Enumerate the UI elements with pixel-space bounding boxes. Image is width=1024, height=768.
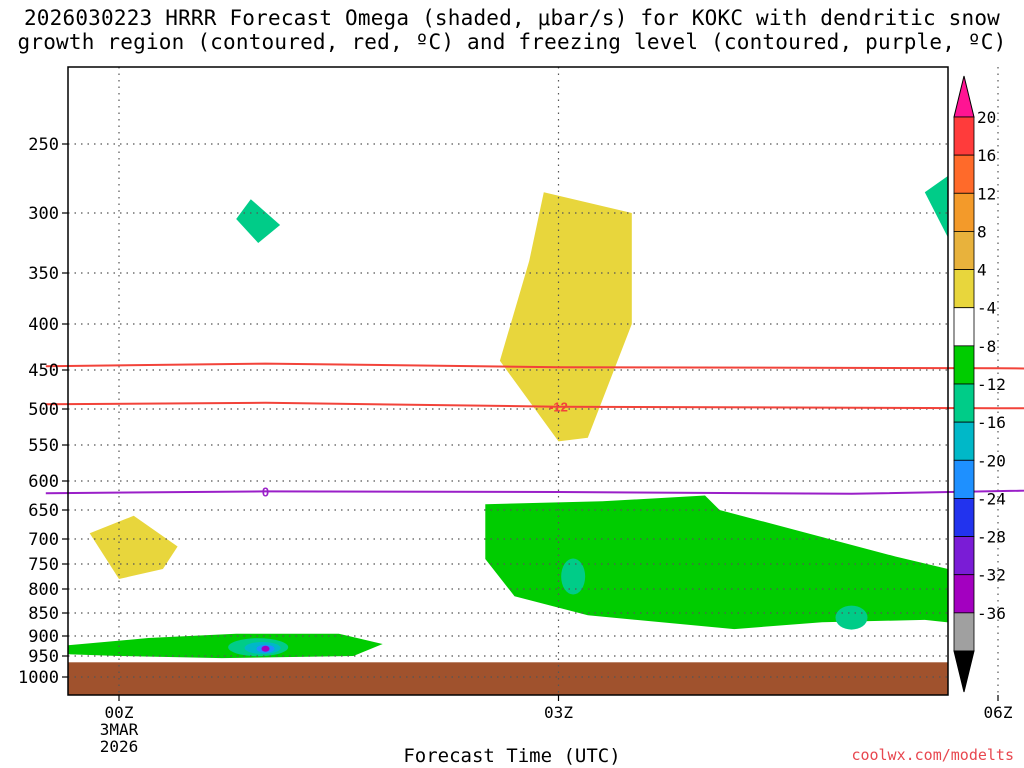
omega-region-1	[499, 192, 632, 442]
colorbar-swatch-12	[953, 574, 975, 614]
colorbar-swatch-2	[953, 192, 975, 232]
omega-teal-05z	[835, 605, 868, 630]
chart-title-line1: 2026030223 HRRR Forecast Omega (shaded, …	[23, 6, 1001, 30]
credit-link[interactable]: coolwx.com/modelts	[851, 746, 1014, 764]
y-tick-label-750: 750	[28, 555, 59, 575]
omega-region-2	[924, 175, 948, 238]
y-tick-label-1000: 1000	[18, 668, 59, 688]
colorbar-label-5: -4	[977, 299, 996, 318]
y-tick-label-950: 950	[28, 647, 59, 667]
omega-spot-01z-d	[261, 645, 270, 652]
colorbar-swatch-10	[953, 498, 975, 537]
colorbar-label-9: -20	[977, 451, 1006, 470]
y-tick-label-400: 400	[28, 315, 59, 335]
y-tick-label-550: 550	[28, 436, 59, 456]
x-tick-label-06Z: 06Z	[984, 703, 1013, 722]
colorbar-top-arrow	[953, 75, 975, 118]
colorbar-swatch-6	[953, 345, 975, 385]
x-tick-sublabel-00Z-0: 3MAR	[100, 720, 139, 739]
colorbar-label-4: 4	[977, 261, 987, 280]
x-tick-label-03Z: 03Z	[544, 703, 573, 722]
chart-title: 2026030223 HRRR Forecast Omega (shaded, …	[0, 6, 1024, 54]
colorbar-label-1: 16	[977, 146, 996, 165]
omega-region-11	[68, 633, 383, 659]
y-tick-label-450: 450	[28, 361, 59, 381]
colorbar-label-13: -36	[977, 604, 1006, 623]
y-tick-label-300: 300	[28, 204, 59, 224]
contour-lines	[45, 362, 1024, 495]
contour-label-0-0: -12	[549, 400, 568, 415]
y-tick-label-500: 500	[28, 400, 59, 420]
y-tick-label-900: 900	[28, 627, 59, 647]
colorbar-label-10: -24	[977, 489, 1006, 508]
ground-below-surface	[68, 662, 948, 695]
y-tick-label-800: 800	[28, 580, 59, 600]
y-tick-label-650: 650	[28, 501, 59, 521]
colorbar-label-8: -16	[977, 413, 1006, 432]
omega-shaded-regions	[68, 175, 948, 659]
colorbar-swatch-3	[953, 231, 975, 270]
colorbar-label-12: -32	[977, 566, 1006, 585]
omega-region-8	[89, 515, 178, 579]
x-axis: 00Z3MAR202603Z06Z09Z12Z15Z	[100, 695, 1013, 756]
chart-title-line2: growth region (contoured, red, ºC) and f…	[17, 30, 1007, 54]
y-tick-label-850: 850	[28, 604, 59, 624]
colorbar-swatch-4	[953, 269, 975, 309]
colorbar-label-0: 20	[977, 108, 996, 127]
colorbar-swatch-9	[953, 459, 975, 499]
plot-frame	[67, 66, 949, 696]
colorbar-swatch-11	[953, 536, 975, 576]
colorbar-swatch-7	[953, 383, 975, 423]
colorbar-bottom-arrow	[953, 650, 975, 693]
y-tick-label-350: 350	[28, 264, 59, 284]
y-tick-label-700: 700	[28, 530, 59, 550]
colorbar-label-11: -28	[977, 528, 1006, 547]
colorbar-swatch-1	[953, 154, 975, 194]
y-axis: 250 300 350 400 450 500 550 600 650 700 750 800 850 9…	[18, 135, 68, 688]
y-tick-label-250: 250	[28, 135, 59, 155]
grid-lines	[68, 67, 999, 695]
x-tick-sublabel-00Z-1: 2026	[100, 737, 139, 756]
omega-region-0	[236, 199, 281, 243]
omega-region-7	[485, 495, 948, 630]
contour-line-0	[45, 401, 1024, 410]
colorbar-swatch-8	[953, 421, 975, 461]
x-tick-label-00Z: 00Z	[105, 703, 134, 722]
omega-teal-03z	[561, 558, 586, 595]
contour-label-2-0: 0	[262, 484, 269, 499]
colorbar-swatch-5	[953, 307, 975, 347]
contour-line-1	[45, 362, 1024, 370]
omega-colorbar: 20 16 12 8 4 -4 -8 -12 -16 -20 -24 -28 -32 -36	[953, 75, 1006, 693]
colorbar-label-2: 12	[977, 184, 996, 203]
colorbar-label-7: -12	[977, 375, 1006, 394]
contour-labels: -12-12-18000	[262, 400, 568, 500]
colorbar-label-3: 8	[977, 222, 987, 241]
contour-line-2	[45, 489, 1024, 495]
y-tick-label-600: 600	[28, 472, 59, 492]
colorbar-swatch-13	[953, 612, 975, 652]
colorbar-label-6: -8	[977, 337, 996, 356]
x-axis-label: Forecast Time (UTC)	[403, 745, 621, 767]
colorbar-swatch-0	[953, 116, 975, 156]
